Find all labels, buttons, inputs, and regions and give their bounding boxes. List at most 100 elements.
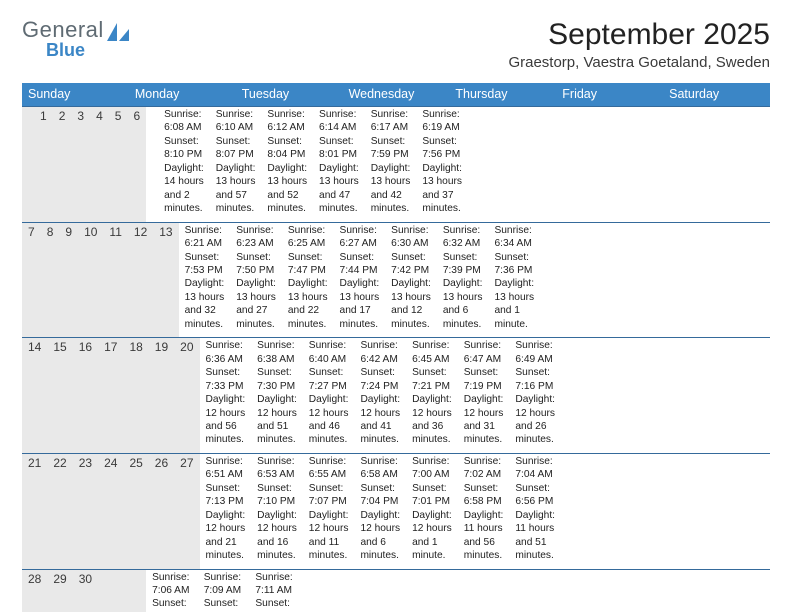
calendar-cell: Sunrise: 6:32 AMSunset: 7:39 PMDaylight:… xyxy=(437,223,489,338)
calendar-cell xyxy=(325,570,337,612)
weekday-friday: Friday xyxy=(556,83,663,106)
sunrise-text: Sunrise: 7:06 AM xyxy=(152,571,192,598)
sunset-text: Sunset: 6:58 PM xyxy=(464,482,504,509)
date-number: 29 xyxy=(47,570,72,612)
logo-word-general: General xyxy=(22,18,104,41)
sunset-text: Sunset: 8:07 PM xyxy=(216,135,256,162)
daylight-text: Daylight: 12 hours and 21 minutes. xyxy=(206,509,246,563)
sunrise-text: Sunrise: 7:02 AM xyxy=(464,455,504,482)
sunrise-text: Sunrise: 6:30 AM xyxy=(391,224,431,251)
calendar-cell xyxy=(337,570,349,612)
date-number xyxy=(134,570,146,612)
daylight-text: Daylight: 12 hours and 31 minutes. xyxy=(464,393,504,447)
date-number: 12 xyxy=(128,223,153,338)
date-number: 1 xyxy=(34,107,53,222)
daylight-text: Daylight: 13 hours and 1 minute. xyxy=(494,277,534,331)
sail-icon xyxy=(105,21,131,43)
calendar-cell: Sunrise: 7:02 AMSunset: 6:58 PMDaylight:… xyxy=(458,454,510,569)
calendar-cell: Sunrise: 6:38 AMSunset: 7:30 PMDaylight:… xyxy=(251,338,303,453)
calendar-cell: Sunrise: 6:40 AMSunset: 7:27 PMDaylight:… xyxy=(303,338,355,453)
date-number: 19 xyxy=(149,338,174,453)
daylight-text: Daylight: 12 hours and 41 minutes. xyxy=(360,393,400,447)
date-number-row: 123456 xyxy=(22,107,146,222)
calendar-cell: Sunrise: 6:23 AMSunset: 7:50 PMDaylight:… xyxy=(230,223,282,338)
location-subtitle: Graestorp, Vaestra Goetaland, Sweden xyxy=(508,54,770,71)
daylight-text: Daylight: 12 hours and 36 minutes. xyxy=(412,393,452,447)
date-number: 16 xyxy=(73,338,98,453)
sunset-text: Sunset: 7:44 PM xyxy=(340,251,380,278)
calendar-cell: Sunrise: 7:09 AMSunset: 6:50 PMDaylight:… xyxy=(198,570,250,612)
weeks-container: 123456Sunrise: 6:08 AMSunset: 8:10 PMDay… xyxy=(22,106,770,612)
cells-row: Sunrise: 6:51 AMSunset: 7:13 PMDaylight:… xyxy=(200,454,561,569)
date-number: 3 xyxy=(71,107,90,222)
date-number-row: 78910111213 xyxy=(22,223,179,338)
sunset-text: Sunset: 7:21 PM xyxy=(412,366,452,393)
calendar-week: 78910111213Sunrise: 6:21 AMSunset: 7:53 … xyxy=(22,222,770,338)
sunset-text: Sunset: 7:36 PM xyxy=(494,251,534,278)
header-row: General Blue September 2025 Graestorp, V… xyxy=(22,18,770,71)
calendar-cell: Sunrise: 6:17 AMSunset: 7:59 PMDaylight:… xyxy=(365,107,417,222)
sunrise-text: Sunrise: 7:00 AM xyxy=(412,455,452,482)
sunset-text: Sunset: 7:01 PM xyxy=(412,482,452,509)
calendar-cell: Sunrise: 6:36 AMSunset: 7:33 PMDaylight:… xyxy=(200,338,252,453)
sunrise-text: Sunrise: 6:40 AM xyxy=(309,339,349,366)
weekday-saturday: Saturday xyxy=(663,83,770,106)
calendar-cell: Sunrise: 7:04 AMSunset: 6:56 PMDaylight:… xyxy=(509,454,561,569)
sunset-text: Sunset: 7:10 PM xyxy=(257,482,297,509)
calendar-cell: Sunrise: 6:53 AMSunset: 7:10 PMDaylight:… xyxy=(251,454,303,569)
daylight-text: Daylight: 13 hours and 47 minutes. xyxy=(319,162,359,216)
calendar-cell: Sunrise: 7:00 AMSunset: 7:01 PMDaylight:… xyxy=(406,454,458,569)
calendar-cell: Sunrise: 6:12 AMSunset: 8:04 PMDaylight:… xyxy=(261,107,313,222)
calendar-cell xyxy=(301,570,313,612)
sunrise-text: Sunrise: 7:09 AM xyxy=(204,571,244,598)
date-number: 21 xyxy=(22,454,47,569)
sunset-text: Sunset: 7:56 PM xyxy=(422,135,462,162)
daylight-text: Daylight: 12 hours and 26 minutes. xyxy=(515,393,555,447)
calendar-cell xyxy=(313,570,325,612)
daylight-text: Daylight: 13 hours and 27 minutes. xyxy=(236,277,276,331)
date-number-row: 21222324252627 xyxy=(22,454,200,569)
sunrise-text: Sunrise: 6:19 AM xyxy=(422,108,462,135)
date-number xyxy=(22,107,34,222)
sunrise-text: Sunrise: 6:58 AM xyxy=(360,455,400,482)
weekday-header: Sunday Monday Tuesday Wednesday Thursday… xyxy=(22,83,770,106)
date-number: 11 xyxy=(103,223,127,338)
sunset-text: Sunset: 8:04 PM xyxy=(267,135,307,162)
daylight-text: Daylight: 12 hours and 51 minutes. xyxy=(257,393,297,447)
sunset-text: Sunset: 7:19 PM xyxy=(464,366,504,393)
date-number: 25 xyxy=(123,454,148,569)
date-number: 14 xyxy=(22,338,47,453)
daylight-text: Daylight: 12 hours and 6 minutes. xyxy=(360,509,400,563)
date-number: 30 xyxy=(73,570,98,612)
daylight-text: Daylight: 13 hours and 37 minutes. xyxy=(422,162,462,216)
daylight-text: Daylight: 11 hours and 51 minutes. xyxy=(515,509,555,563)
sunset-text: Sunset: 7:07 PM xyxy=(309,482,349,509)
daylight-text: Daylight: 12 hours and 46 minutes. xyxy=(309,393,349,447)
sunrise-text: Sunrise: 6:14 AM xyxy=(319,108,359,135)
daylight-text: Daylight: 13 hours and 57 minutes. xyxy=(216,162,256,216)
calendar-cell: Sunrise: 6:19 AMSunset: 7:56 PMDaylight:… xyxy=(416,107,468,222)
cells-row: Sunrise: 7:06 AMSunset: 6:53 PMDaylight:… xyxy=(146,570,349,612)
logo-word-blue: Blue xyxy=(46,41,131,60)
date-number: 4 xyxy=(90,107,109,222)
sunrise-text: Sunrise: 7:11 AM xyxy=(255,571,295,598)
sunset-text: Sunset: 7:33 PM xyxy=(206,366,246,393)
cells-row: Sunrise: 6:36 AMSunset: 7:33 PMDaylight:… xyxy=(200,338,561,453)
sunrise-text: Sunrise: 6:51 AM xyxy=(206,455,246,482)
weekday-tuesday: Tuesday xyxy=(236,83,343,106)
daylight-text: Daylight: 13 hours and 12 minutes. xyxy=(391,277,431,331)
daylight-text: Daylight: 12 hours and 1 minute. xyxy=(412,509,452,563)
daylight-text: Daylight: 13 hours and 22 minutes. xyxy=(288,277,328,331)
sunset-text: Sunset: 7:27 PM xyxy=(309,366,349,393)
daylight-text: Daylight: 12 hours and 16 minutes. xyxy=(257,509,297,563)
date-number: 17 xyxy=(98,338,123,453)
sunset-text: Sunset: 7:04 PM xyxy=(360,482,400,509)
sunrise-text: Sunrise: 6:23 AM xyxy=(236,224,276,251)
date-number: 9 xyxy=(59,223,78,338)
date-number: 24 xyxy=(98,454,123,569)
sunset-text: Sunset: 7:59 PM xyxy=(371,135,411,162)
cells-row: Sunrise: 6:21 AMSunset: 7:53 PMDaylight:… xyxy=(179,223,540,338)
sunrise-text: Sunrise: 7:04 AM xyxy=(515,455,555,482)
sunset-text: Sunset: 8:10 PM xyxy=(164,135,204,162)
sunrise-text: Sunrise: 6:55 AM xyxy=(309,455,349,482)
